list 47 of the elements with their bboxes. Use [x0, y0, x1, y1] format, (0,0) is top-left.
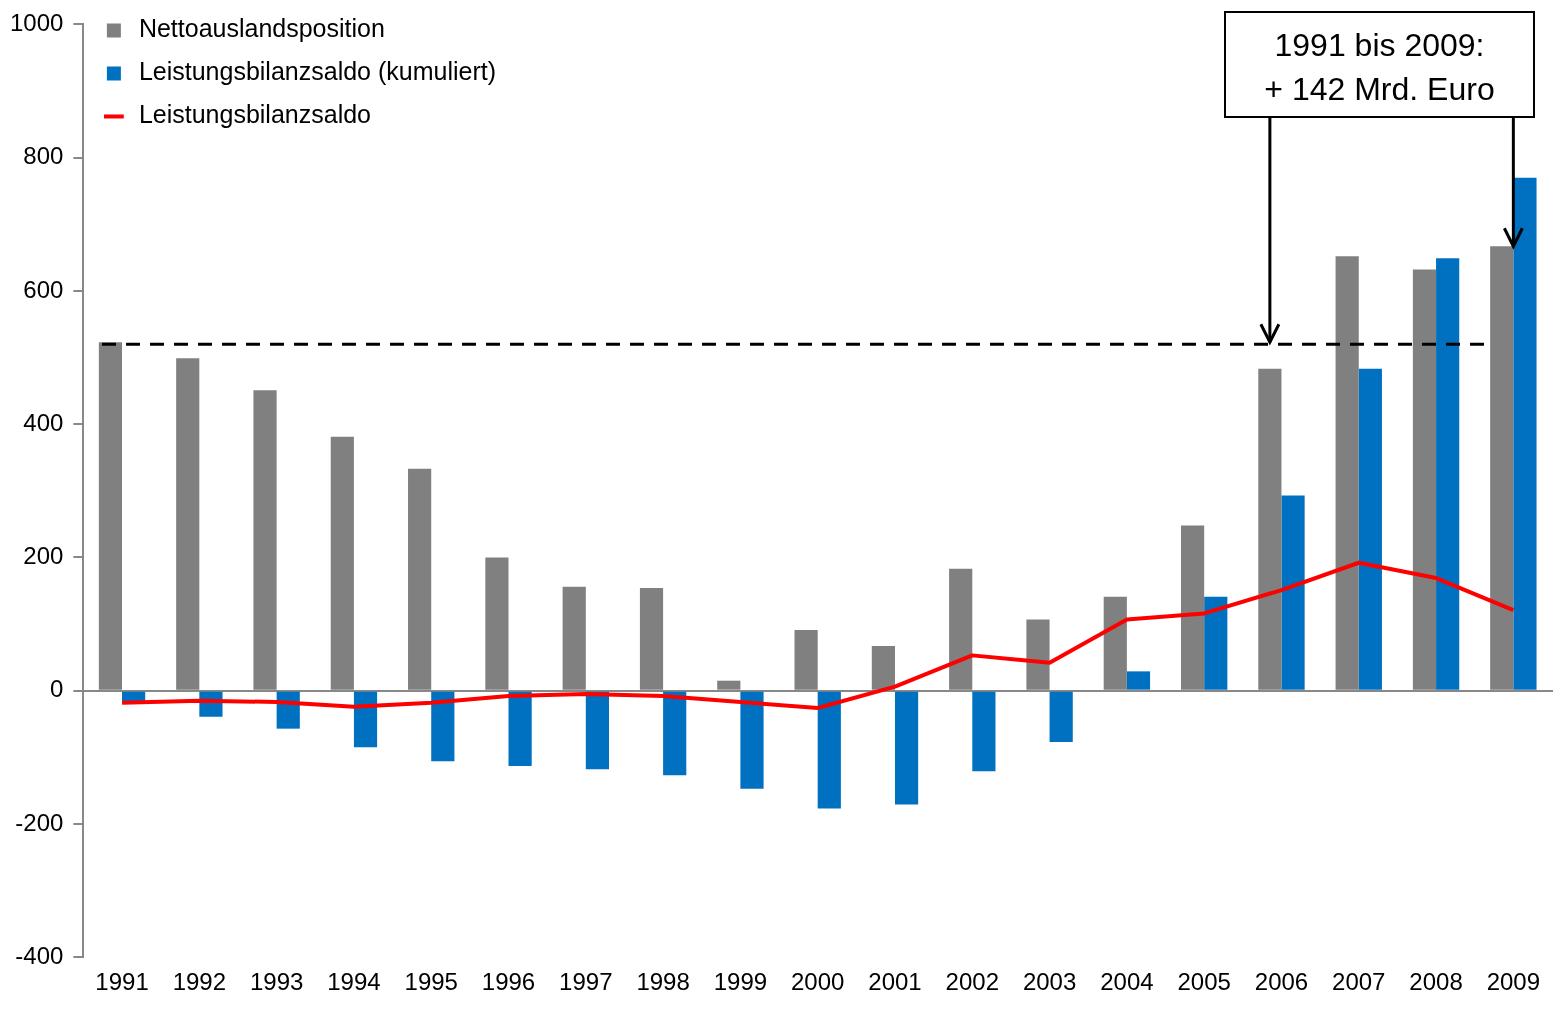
bar	[1049, 691, 1073, 742]
x-tick-label: 1997	[559, 968, 613, 996]
bar	[740, 691, 764, 789]
bar	[817, 691, 841, 809]
bar	[972, 691, 996, 772]
y-tick-label: 200	[23, 542, 64, 570]
bar	[1436, 258, 1460, 690]
bar	[431, 691, 455, 762]
y-tick-label: -400	[15, 941, 64, 969]
x-tick-label: 1992	[172, 968, 227, 996]
bar	[1204, 596, 1228, 690]
x-tick-label: 1993	[249, 968, 304, 996]
bar	[1513, 177, 1537, 690]
bar	[585, 691, 609, 770]
x-tick-label: 2009	[1486, 968, 1541, 996]
bar	[894, 691, 919, 805]
x-tick-label: 2003	[1022, 968, 1077, 996]
bar	[1358, 368, 1382, 690]
y-tick-label: 400	[23, 408, 64, 436]
y-tick-label: 0	[50, 675, 64, 703]
x-tick-label: 1998	[636, 968, 690, 996]
x-tick-label: 2007	[1332, 968, 1386, 996]
x-tick-label: 2000	[791, 968, 845, 996]
x-tick-label: 2002	[945, 968, 999, 996]
x-tick-label: 1995	[404, 968, 458, 996]
y-tick-label: 1000	[10, 9, 64, 37]
annotation: 1991 bis 2009: + 142 Mrd. Euro	[1224, 11, 1535, 118]
x-tick-label: 2006	[1254, 968, 1309, 996]
bar	[663, 691, 687, 776]
bar	[1126, 671, 1151, 690]
bar	[353, 691, 378, 748]
y-tick-label: 600	[23, 275, 64, 303]
x-tick-label: 2008	[1409, 968, 1463, 996]
x-tick-label: 1996	[481, 968, 536, 996]
y-tick-label: 800	[23, 142, 64, 170]
x-tick-label: 2005	[1177, 968, 1231, 996]
x-tick-label: 1994	[327, 968, 381, 996]
bar	[1281, 495, 1305, 690]
legend-label: Nettoauslandsposition	[138, 14, 385, 43]
x-tick-label: 1999	[713, 968, 768, 996]
x-tick-label: 2004	[1100, 968, 1154, 996]
legend-label: Leistungsbilanzsaldo (kumuliert)	[138, 57, 497, 86]
legend-label: Leistungsbilanzsaldo	[138, 100, 371, 129]
x-tick-label: 1991	[95, 968, 149, 996]
bar	[508, 691, 532, 766]
y-tick-label: -200	[15, 808, 64, 836]
x-tick-label: 2001	[868, 968, 922, 996]
